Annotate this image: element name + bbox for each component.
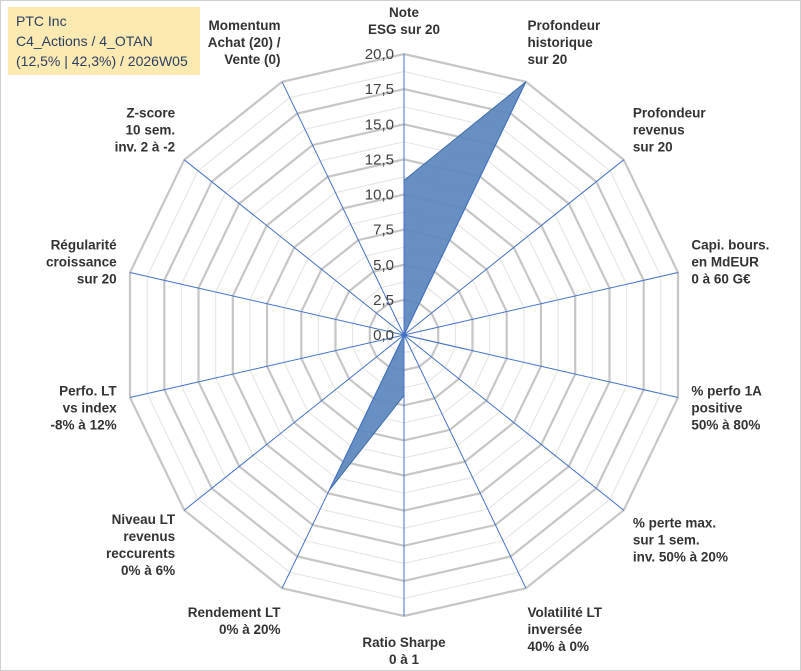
tick-label: 17,5 <box>365 81 394 98</box>
axis-label-line: Volatilité LT <box>528 605 603 620</box>
axis-label-line: sur 20 <box>77 271 117 286</box>
axis-label: Profondeur historique sur 20 <box>528 18 601 67</box>
radial-tick-labels: 0,0 2,5 5,0 7,5 10,0 12,5 15,0 17,5 20,0 <box>365 46 394 344</box>
axis-label-line: historique <box>528 35 594 50</box>
axis-spoke <box>403 334 679 398</box>
tick-label: 15,0 <box>365 116 394 133</box>
axis-label-line: Niveau LT <box>112 512 176 527</box>
axis-label-line: vs index <box>63 401 118 416</box>
tick-label: 2,5 <box>373 292 394 309</box>
axis-label-line: Vente (0) <box>224 52 280 67</box>
axis-label-line: Profondeur <box>528 18 601 33</box>
axis-label-line: 50% à 80% <box>691 418 760 433</box>
axis-label: Capi. bours. en MdEUR 0 à 60 G€ <box>691 237 769 286</box>
axis-label: Régularité croissance sur 20 <box>46 237 117 286</box>
axis-label-line: ESG sur 20 <box>368 22 440 37</box>
axis-label-line: Ratio Sharpe <box>362 635 446 650</box>
axis-label-line: % perfo 1A <box>691 384 762 399</box>
axis-spoke <box>403 272 679 336</box>
axis-label-line: Z-score <box>126 106 175 121</box>
axis-label-line: inv. 2 à -2 <box>115 140 176 155</box>
axis-spoke <box>183 159 405 336</box>
axis-label-line: % perte max. <box>633 515 716 530</box>
axis-spoke <box>129 272 405 336</box>
axis-label: % perfo 1A positive 50% à 80% <box>691 384 762 433</box>
axis-label-line: 0 à 60 G€ <box>691 271 751 286</box>
tick-label: 12,5 <box>365 151 394 168</box>
axis-label: Profondeur revenus sur 20 <box>633 106 706 155</box>
axis-spoke <box>183 334 405 511</box>
axis-label-line: revenus <box>123 529 175 544</box>
axis-label-line: sur 20 <box>528 52 568 67</box>
axis-label-line: 0 à 1 <box>389 652 420 667</box>
axis-spokes <box>129 54 679 616</box>
tick-label: 5,0 <box>373 257 394 274</box>
axis-label-line: sur 20 <box>633 140 673 155</box>
axis-label-line: -8% à 12% <box>51 418 117 433</box>
chart-title-box: PTC Inc C4_Actions / 4_OTAN (12,5% | 42,… <box>8 7 200 75</box>
axis-label: Ratio Sharpe 0 à 1 <box>362 635 446 667</box>
axis-label-line: Perfo. LT <box>59 384 117 399</box>
axis-label: Volatilité LT inversée 40% à 0% <box>528 605 603 654</box>
axis-category-labels: Note ESG sur 20 Profondeur historique sur 20… <box>46 5 769 667</box>
axis-label-line: revenus <box>633 123 685 138</box>
axis-label: Rendement LT 0% à 20% <box>188 605 282 637</box>
axis-spoke <box>281 334 405 589</box>
axis-label-line: 40% à 0% <box>528 639 590 654</box>
tick-label: 0,0 <box>373 327 394 344</box>
axis-label-line: reccurents <box>106 546 175 561</box>
axis-label: % perte max. sur 1 sem. inv. 50% à 20% <box>633 515 728 564</box>
tick-label: 7,5 <box>373 222 394 239</box>
axis-label-line: Note <box>389 5 419 20</box>
axis-spoke <box>403 81 527 336</box>
axis-label-line: 0% à 6% <box>121 563 175 578</box>
tick-label: 20,0 <box>365 46 394 63</box>
axis-label-line: 10 sem. <box>126 123 176 138</box>
axis-label-line: inversée <box>528 622 583 637</box>
axis-label-line: 0% à 20% <box>219 622 281 637</box>
axis-label: Perfo. LT vs index -8% à 12% <box>51 384 118 433</box>
axis-spoke <box>281 81 405 336</box>
axis-label-line: positive <box>691 401 743 416</box>
company-name: PTC Inc <box>16 13 67 29</box>
axis-label: Z-score 10 sem. inv. 2 à -2 <box>115 106 176 155</box>
axis-label-line: Profondeur <box>633 106 706 121</box>
axis-label-line: sur 1 sem. <box>633 532 700 547</box>
axis-label: Momentum Achat (20) / Vente (0) <box>208 18 281 67</box>
axis-label-line: en MdEUR <box>691 254 759 269</box>
tick-label: 10,0 <box>365 187 394 204</box>
axis-spoke <box>403 334 527 589</box>
axis-label-line: Achat (20) / <box>208 35 281 50</box>
axis-label-line: croissance <box>46 254 117 269</box>
axis-label-line: Rendement LT <box>188 605 282 620</box>
axis-label-line: Capi. bours. <box>691 237 769 252</box>
axis-label-line: Régularité <box>51 237 118 252</box>
axis-spoke <box>403 334 625 511</box>
subtitle-label: (12,5% | 42,3%) / 2026W05 <box>16 53 188 69</box>
axis-label-line: inv. 50% à 20% <box>633 549 728 564</box>
axis-label-line: Momentum <box>209 18 281 33</box>
axis-label: Niveau LT revenus reccurents 0% à 6% <box>106 512 176 578</box>
category-label: C4_Actions / 4_OTAN <box>16 33 153 49</box>
axis-spoke <box>403 159 625 336</box>
axis-spoke <box>129 334 405 398</box>
axis-label: Note ESG sur 20 <box>368 5 440 37</box>
